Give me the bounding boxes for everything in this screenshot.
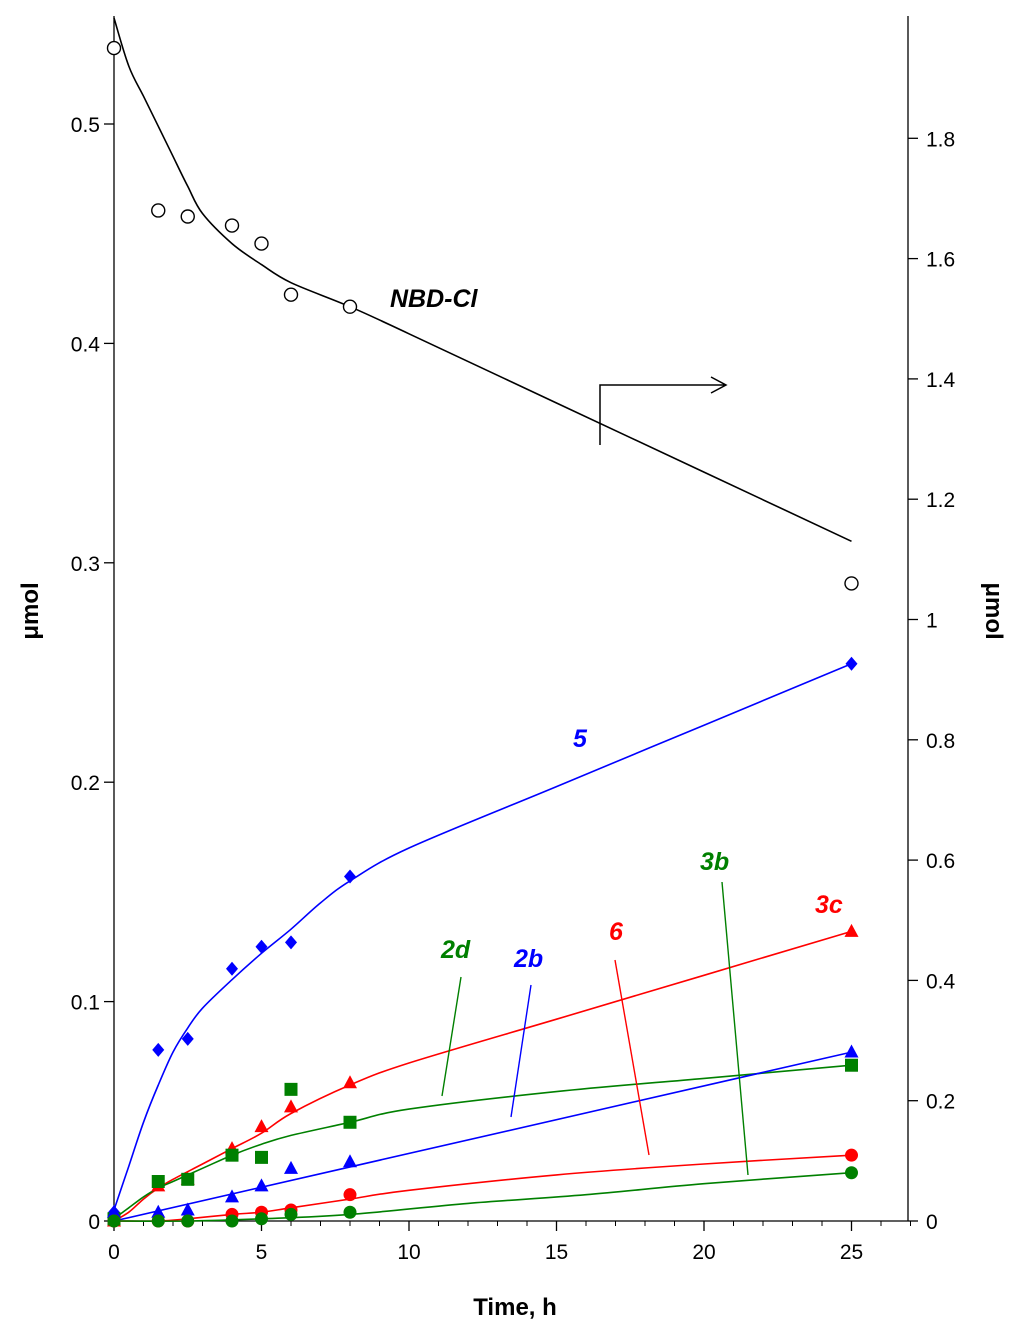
- x-tick-label: 5: [256, 1241, 268, 1264]
- y2-tick-label: 0.2: [926, 1091, 955, 1114]
- data-point-2b: [225, 1189, 239, 1203]
- x-tick-label: 0: [108, 1241, 120, 1264]
- data-point-nbd-cl: [180, 209, 195, 224]
- data-point-3b: [284, 1207, 298, 1221]
- y-tick-label: 0.2: [71, 772, 100, 795]
- data-point-2b: [107, 1204, 121, 1218]
- x-tick-label: 15: [545, 1241, 568, 1264]
- data-point-nbd-cl: [224, 218, 240, 233]
- y-tick-label: 0.3: [71, 553, 100, 576]
- x-axis-title: Time, h: [473, 1294, 557, 1321]
- y2-tick-label: 0.4: [926, 970, 956, 993]
- fit-curve-2b: [113, 1051, 852, 1222]
- leader-line-6: [614, 959, 650, 1156]
- x-tick-label: 20: [692, 1241, 715, 1264]
- data-point-3c: [284, 1099, 298, 1113]
- data-point-2b: [844, 1044, 859, 1058]
- data-point-3b: [343, 1205, 357, 1219]
- fit-curves: [113, 17, 852, 1222]
- series-label-2d: 2d: [440, 936, 471, 964]
- leader-line-2b: [510, 984, 532, 1118]
- data-point-2b: [151, 1204, 166, 1218]
- series-label-3b: 3b: [700, 848, 729, 876]
- fit-curve-nbd-cl: [113, 17, 852, 543]
- right-axis-arrow-icon: [599, 376, 728, 445]
- series-label-6: 6: [609, 918, 624, 946]
- data-point-5: [845, 656, 858, 671]
- data-point-2b: [343, 1154, 357, 1168]
- data-point-3c: [254, 1119, 269, 1133]
- fit-curve-2d: [113, 1064, 852, 1220]
- data-point-3c: [844, 923, 859, 937]
- y2-tick-label: 1.6: [926, 249, 955, 272]
- series-labels: NBD-Cl 5 3b 3c 6 2b 2d: [390, 285, 843, 1176]
- series-label-3c: 3c: [815, 891, 843, 919]
- data-point-5: [226, 961, 238, 976]
- leader-line-2d: [441, 976, 462, 1097]
- data-point-3b: [845, 1166, 858, 1180]
- data-point-2b: [254, 1178, 269, 1192]
- data-point-6: [845, 1148, 858, 1162]
- data-point-3b: [151, 1214, 165, 1228]
- x-tick-label: 25: [840, 1241, 863, 1264]
- data-point-5: [181, 1031, 194, 1046]
- fit-curve-5: [113, 662, 852, 1211]
- data-point-nbd-cl: [151, 203, 166, 218]
- fit-curve-6: [113, 1154, 852, 1222]
- y2-tick-label: 1: [926, 610, 938, 633]
- y-axis-title: μmol: [17, 582, 44, 639]
- y2-tick-label: 0.8: [926, 730, 955, 753]
- data-point-2b: [180, 1202, 195, 1216]
- data-point-nbd-cl: [106, 40, 122, 56]
- data-point-nbd-cl: [844, 576, 859, 591]
- y2-tick-label: 1.4: [926, 369, 956, 392]
- series-label-nbd-cl: NBD-Cl: [390, 285, 479, 313]
- y-tick-label: 0.1: [71, 992, 100, 1015]
- y2-tick-label: 0: [926, 1211, 938, 1234]
- y-tick-label: 0: [88, 1211, 100, 1234]
- data-point-2d: [343, 1115, 357, 1129]
- y2-tick-label: 0.6: [926, 850, 955, 873]
- data-point-2d: [284, 1082, 298, 1096]
- data-point-2d: [845, 1058, 858, 1072]
- data-point-2b: [284, 1160, 298, 1174]
- series-label-2b: 2b: [513, 945, 543, 973]
- y2-tick-label: 1.8: [926, 128, 955, 151]
- data-point-2d: [151, 1175, 165, 1189]
- fit-curve-3c: [113, 930, 852, 1222]
- y-tick-label: 0.4: [71, 333, 101, 356]
- leader-line-3b: [721, 881, 749, 1176]
- y2-axis-title: μmol: [980, 582, 1007, 639]
- data-point-3c: [343, 1075, 357, 1089]
- data-point-nbd-cl: [254, 236, 269, 251]
- data-point-5: [344, 869, 356, 884]
- data-point-3b: [255, 1212, 268, 1226]
- data-point-5: [152, 1042, 165, 1057]
- data-point-6: [343, 1188, 357, 1202]
- y-tick-label: 0.5: [71, 114, 100, 137]
- data-point-nbd-cl: [283, 287, 299, 302]
- fit-curve-3b: [113, 1171, 852, 1222]
- data-point-3b: [181, 1214, 195, 1228]
- data-point-2d: [225, 1148, 239, 1162]
- y2-tick-label: 1.2: [926, 489, 955, 512]
- data-point-5: [255, 939, 268, 954]
- data-point-2d: [181, 1172, 195, 1186]
- data-point-nbd-cl: [342, 299, 358, 314]
- x-tick-label: 10: [397, 1241, 420, 1264]
- data-point-3b: [225, 1214, 239, 1228]
- data-point-3b: [107, 1214, 121, 1228]
- data-markers: [106, 40, 859, 1228]
- axes: 0 5 10 15 20 2500.10.20.30.40.500.20.40.60.81…: [71, 16, 956, 1264]
- data-point-5: [285, 935, 297, 950]
- data-point-2d: [255, 1150, 268, 1164]
- series-label-5: 5: [573, 725, 588, 753]
